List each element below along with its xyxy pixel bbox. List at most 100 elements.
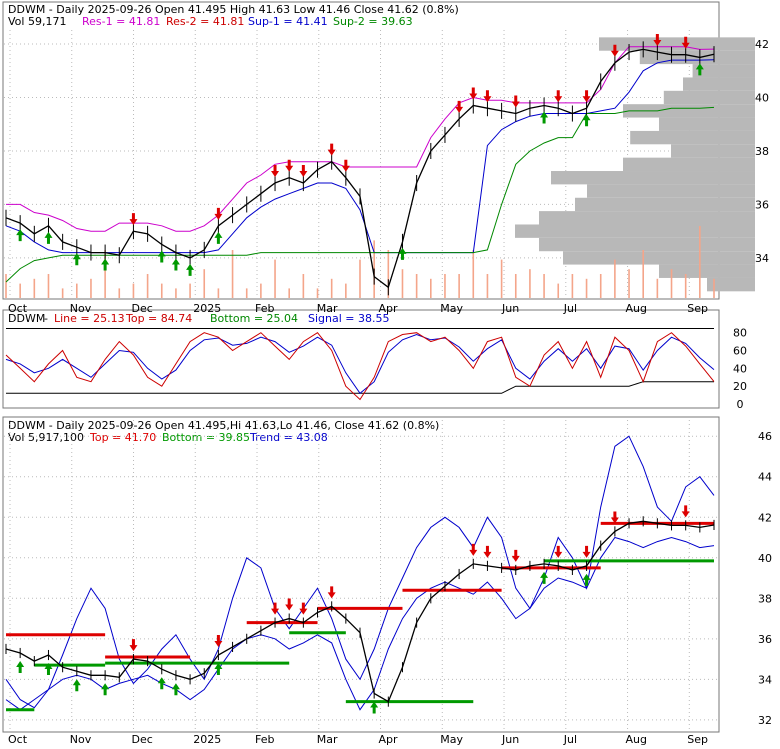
trend-header-date-line: DDWM - Daily 2025-09-26 Open 41.495,Hi 4… bbox=[8, 419, 439, 432]
volume-bar bbox=[529, 269, 531, 298]
trend-sell-arrow bbox=[299, 602, 308, 615]
volume-bar bbox=[330, 278, 333, 298]
sell-arrow bbox=[469, 87, 478, 100]
trend-buy-arrow bbox=[171, 683, 180, 696]
stoch-y-tick-label: 60 bbox=[733, 345, 747, 358]
price-y-tick-label: 34 bbox=[755, 252, 769, 265]
volume-bar bbox=[302, 274, 305, 298]
volume-bar bbox=[585, 278, 588, 298]
trend-x-tick-label: Jun bbox=[501, 733, 519, 745]
trend-x-tick-label: Mar bbox=[317, 733, 338, 745]
trend-y-tick-label: 32 bbox=[758, 714, 772, 727]
trend-sell-arrow bbox=[610, 511, 619, 524]
stoch-signal-line bbox=[5, 333, 715, 395]
volume-profile-bar bbox=[575, 197, 755, 212]
stochastic-panel-header: DDWM - Line = 25.13 Top = 84.74 Bottom =… bbox=[8, 312, 390, 325]
price-x-tick-label: Oct bbox=[8, 302, 28, 315]
trend-header-trend: Trend = 43.08 bbox=[249, 431, 328, 444]
volume-bar bbox=[642, 250, 644, 298]
price-header-sup2: Sup-2 = 39.63 bbox=[333, 15, 413, 28]
volume-bar bbox=[430, 278, 432, 298]
volume-bar bbox=[118, 288, 121, 298]
price-panel-header: DDWM - Daily 2025-09-26 Open 41.495 High… bbox=[8, 3, 459, 28]
volume-bar bbox=[146, 274, 149, 298]
stoch-y-tick-label: 0 bbox=[737, 398, 744, 411]
volume-bar bbox=[316, 288, 319, 298]
trend-buy-arrow bbox=[72, 679, 81, 692]
stoch-header-signal: Signal = 38.55 bbox=[308, 312, 390, 325]
trend-x-tick-label: Dec bbox=[132, 733, 153, 745]
buy-arrow bbox=[72, 253, 81, 266]
trend-buy-arrow bbox=[582, 573, 591, 586]
volume-bar bbox=[359, 259, 361, 298]
buy-arrow bbox=[44, 231, 53, 244]
volume-bar bbox=[260, 283, 262, 298]
volume-profile-bar bbox=[659, 264, 755, 278]
stoch-y-tick-label: 80 bbox=[733, 327, 747, 340]
volume-bar bbox=[557, 283, 560, 298]
volume-profile-bar bbox=[692, 64, 755, 78]
price-y-tick-label: 38 bbox=[755, 145, 769, 158]
stoch-header-symbol: DDWM bbox=[8, 312, 45, 325]
stoch-header-top: Top = 84.74 bbox=[125, 312, 192, 325]
trend-x-tick-label: Apr bbox=[379, 733, 399, 745]
volume-bar bbox=[401, 269, 404, 298]
trend-buy-arrow bbox=[101, 683, 110, 696]
price-y-tick-label: 40 bbox=[755, 92, 769, 105]
volume-profile-bar bbox=[663, 90, 755, 105]
buy-arrow bbox=[398, 247, 407, 260]
volume-profile-bar bbox=[623, 104, 755, 118]
trend-sell-arrow bbox=[129, 639, 138, 652]
price-x-tick-label: Jun bbox=[501, 302, 519, 315]
price-x-tick-label: Feb bbox=[255, 302, 274, 315]
sell-arrow bbox=[582, 90, 591, 103]
sell-arrow bbox=[327, 143, 336, 156]
price-x-tick-label: May bbox=[440, 302, 463, 315]
volume-bar bbox=[19, 283, 21, 298]
sell-arrow bbox=[511, 95, 520, 108]
volume-bar bbox=[203, 269, 206, 298]
volume-profile-bar bbox=[563, 251, 755, 265]
sell-arrow bbox=[610, 44, 619, 57]
volume-bar bbox=[670, 269, 673, 298]
volume-bar bbox=[90, 278, 92, 298]
trend-buy-arrow bbox=[540, 571, 549, 584]
sell-arrow bbox=[681, 36, 690, 49]
trend-sell-arrow bbox=[327, 586, 336, 599]
volume-bar bbox=[699, 226, 701, 298]
trend-y-tick-label: 46 bbox=[758, 430, 772, 443]
trend-buy-arrow bbox=[16, 661, 25, 674]
trend-panel-frame bbox=[2, 416, 720, 733]
price-header-date-line: DDWM - Daily 2025-09-26 Open 41.495 High… bbox=[8, 3, 459, 16]
trend-sell-arrow bbox=[469, 543, 478, 556]
trend-sell-arrow bbox=[214, 635, 223, 648]
price-x-tick-label: Aug bbox=[626, 302, 647, 315]
volume-bar bbox=[458, 274, 460, 298]
trend-sell-arrow bbox=[271, 602, 280, 615]
sell-arrow bbox=[214, 207, 223, 220]
buy-arrow bbox=[101, 258, 110, 271]
trend-y-tick-label: 40 bbox=[758, 552, 772, 565]
trend-upper-line bbox=[5, 435, 715, 709]
volume-profile-bar bbox=[623, 157, 755, 172]
support-line bbox=[5, 59, 715, 254]
volume-bar bbox=[104, 250, 106, 298]
price-header-res2: Res-2 = 41.81 bbox=[166, 15, 244, 28]
stoch-y-tick-label: 40 bbox=[733, 362, 747, 375]
volume-profile-bar bbox=[683, 77, 755, 91]
volume-bar bbox=[61, 288, 64, 298]
price-y-tick-label: 36 bbox=[755, 198, 769, 211]
volume-bar bbox=[656, 278, 659, 298]
buy-arrow bbox=[157, 250, 166, 263]
volume-bar bbox=[189, 283, 191, 298]
trend-header-top: Top = 41.70 bbox=[89, 431, 156, 444]
trend-y-tick-label: 42 bbox=[758, 511, 772, 524]
price-header-vol: Vol 59,171 bbox=[8, 15, 66, 28]
price-x-tick-label: Apr bbox=[379, 302, 399, 315]
volume-profile-bar bbox=[659, 117, 755, 131]
volume-bar bbox=[444, 274, 446, 298]
price-header-res1: Res-1 = 41.81 bbox=[82, 15, 160, 28]
sell-arrow bbox=[271, 165, 280, 178]
buy-arrow bbox=[171, 258, 180, 271]
